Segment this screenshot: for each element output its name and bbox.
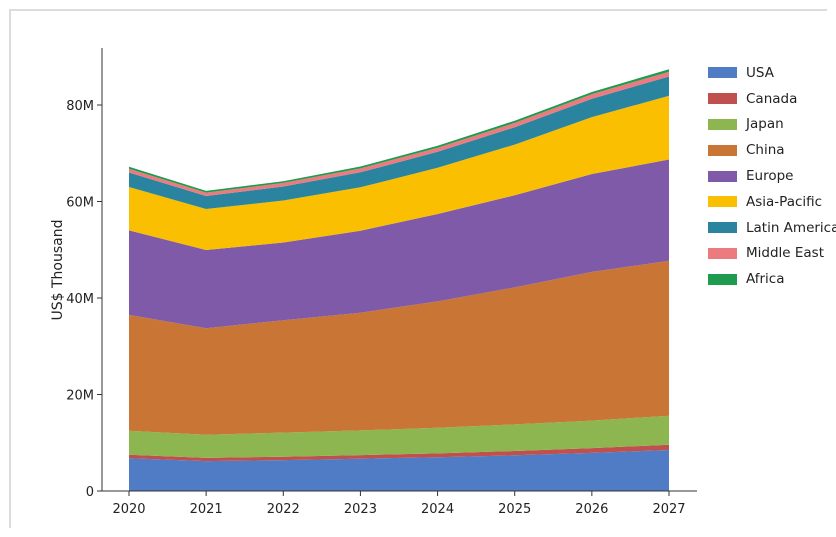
legend-label: China	[746, 142, 785, 159]
x-tick-label: 2027	[652, 502, 685, 517]
area-europe	[129, 159, 669, 329]
area-layers	[129, 69, 669, 491]
x-tick-label: 2022	[267, 502, 300, 517]
legend-item: Asia-Pacific	[708, 189, 836, 215]
legend-label: Latin America	[746, 219, 836, 236]
chart-frame	[9, 9, 827, 528]
area-china	[129, 260, 669, 435]
x-tick-label: 2025	[498, 502, 531, 517]
legend-swatch	[708, 247, 737, 259]
y-tick-label: 20M	[66, 389, 94, 404]
x-axis-ticks: 2020 2021 2022 2023 2024 2025 2026 2027	[112, 491, 686, 517]
y-axis-title: US$ Thousand	[50, 220, 66, 321]
y-tick-label: 0	[86, 485, 94, 500]
legend-item: China	[708, 137, 836, 163]
legend-label: Canada	[746, 90, 798, 107]
legend-label: Africa	[746, 271, 785, 288]
y-tick-label: 80M	[66, 99, 94, 114]
legend-swatch	[708, 222, 737, 234]
legend-swatch	[708, 170, 737, 182]
legend-item: Canada	[708, 86, 836, 112]
area-japan	[129, 415, 669, 458]
legend-label: Japan	[746, 116, 784, 133]
legend-item: Japan	[708, 112, 836, 138]
area-asia-pacific	[129, 95, 669, 250]
x-tick-label: 2020	[112, 502, 145, 517]
x-tick-label: 2026	[575, 502, 608, 517]
legend-swatch	[708, 273, 737, 285]
y-tick-label: 60M	[66, 196, 94, 211]
legend-label: Europe	[746, 168, 794, 185]
legend: USA Canada Japan China Europe Asia-Pacific Lat…	[708, 60, 836, 292]
legend-item: Middle East	[708, 241, 836, 267]
area-usa	[129, 450, 669, 491]
legend-label: Middle East	[746, 245, 825, 262]
legend-swatch	[708, 196, 737, 208]
x-tick-label: 2021	[190, 502, 223, 517]
legend-swatch	[708, 93, 737, 105]
x-tick-label: 2023	[344, 502, 377, 517]
legend-item: USA	[708, 60, 836, 86]
legend-item: Africa	[708, 266, 836, 292]
y-tick-label: 40M	[66, 292, 94, 307]
area-canada	[129, 444, 669, 462]
area-latin-america	[129, 76, 669, 209]
legend-item: Europe	[708, 163, 836, 189]
x-tick-label: 2024	[421, 502, 454, 517]
legend-swatch	[708, 67, 737, 79]
legend-item: Latin America	[708, 215, 836, 241]
legend-swatch	[708, 118, 737, 130]
legend-label: Asia-Pacific	[746, 193, 823, 210]
legend-label: USA	[746, 64, 774, 81]
y-axis-ticks: 0 20M 40M 60M 80M	[66, 99, 102, 500]
legend-swatch	[708, 144, 737, 156]
